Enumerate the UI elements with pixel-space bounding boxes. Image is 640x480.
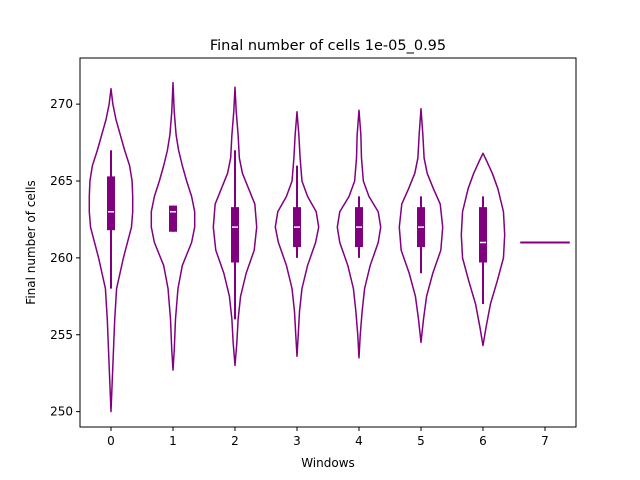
- x-axis-label: Windows: [301, 456, 355, 470]
- violin-iqr-box-1: [169, 205, 177, 232]
- violin-iqr-box-2: [231, 207, 239, 263]
- x-tick-label: 3: [293, 434, 301, 448]
- plot-frame: [79, 57, 577, 428]
- violin-group-4: [336, 109, 382, 359]
- x-tick-label: 1: [169, 434, 177, 448]
- violin-body-0: [88, 88, 134, 413]
- violin-iqr-box-0: [107, 176, 115, 231]
- plot-area: [80, 58, 576, 427]
- violin-body-6: [460, 152, 506, 347]
- y-tick-label: 265: [50, 174, 73, 188]
- y-tick-label: 270: [50, 97, 73, 111]
- violin-body-3: [274, 111, 320, 358]
- x-tick-label: 0: [107, 434, 115, 448]
- violin-iqr-box-6: [479, 207, 487, 263]
- y-axis-ticks: 250 255 260 265 270: [50, 97, 80, 419]
- violin-group-6: [460, 152, 506, 347]
- x-tick-label: 7: [541, 434, 549, 448]
- violin-group-3: [274, 111, 320, 358]
- chart-title: Final number of cells 1e-05_0.95: [210, 38, 446, 54]
- x-tick-label: 5: [417, 434, 425, 448]
- violin-body-2: [212, 86, 258, 367]
- y-axis-label: Final number of cells: [24, 180, 38, 304]
- x-axis-ticks: 0 1 2 3 4 5 6 7: [107, 427, 549, 448]
- violin-group-1: [150, 81, 196, 371]
- violin-series: [88, 81, 570, 413]
- violin-body-4: [336, 109, 382, 359]
- y-tick-label: 260: [50, 251, 73, 265]
- x-tick-label: 4: [355, 434, 363, 448]
- y-tick-label: 250: [50, 405, 73, 419]
- violin-body-1: [150, 81, 196, 371]
- x-tick-label: 6: [479, 434, 487, 448]
- violin-group-0: [88, 88, 134, 413]
- violin-group-5: [398, 107, 444, 344]
- violin-body-5: [398, 107, 444, 344]
- x-tick-label: 2: [231, 434, 239, 448]
- y-tick-label: 255: [50, 328, 73, 342]
- violin-group-2: [212, 86, 258, 367]
